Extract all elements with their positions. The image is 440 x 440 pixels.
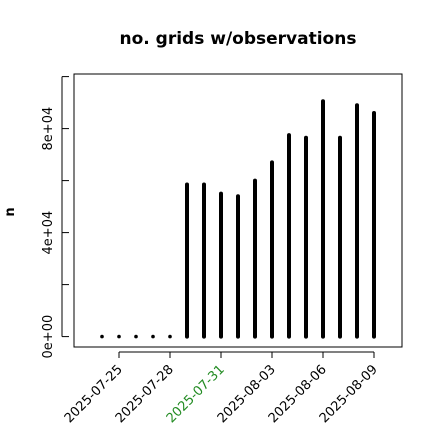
y-axis: 0e+00 4e+04 8e+04 bbox=[41, 76, 69, 359]
y-tick-label: 4e+04 bbox=[41, 211, 56, 255]
chart-title: no. grids w/observations bbox=[120, 29, 357, 49]
plot-frame bbox=[73, 73, 403, 348]
bar-2025-07-25 bbox=[117, 334, 121, 339]
bar-2025-07-24 bbox=[100, 334, 104, 339]
y-axis-label: n bbox=[3, 207, 18, 216]
y-tick-label: 8e+04 bbox=[41, 107, 56, 151]
bar-2025-07-26 bbox=[134, 334, 138, 339]
bar-2025-07-28 bbox=[168, 334, 172, 339]
y-tick-label: 0e+00 bbox=[41, 315, 56, 359]
bar-2025-07-27 bbox=[151, 334, 155, 339]
x-axis: 2025-07-252025-07-282025-07-312025-08-03… bbox=[62, 351, 381, 426]
bars-group bbox=[100, 99, 376, 339]
